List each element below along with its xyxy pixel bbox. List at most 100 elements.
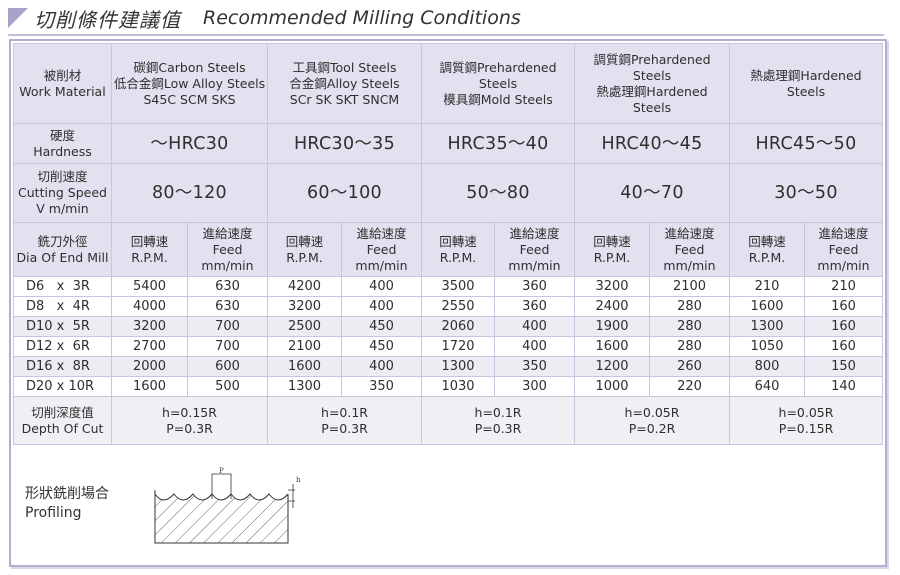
material-line: SCr SK SKT SNCM (289, 91, 400, 107)
rpm-header: 回轉速 R.P.M. (111, 222, 188, 277)
value-cell: 1600 (267, 356, 342, 377)
milling-conditions-table: 被削材 Work Material 碳鋼Carbon Steels 低合金鋼Lo… (13, 43, 883, 445)
feed-zh: 進給速度 (356, 225, 407, 241)
value-cell: 300 (494, 376, 575, 397)
material-line: Steels (478, 75, 518, 91)
speed-value: 50～80 (421, 163, 575, 223)
depth-p: P=0.3R (474, 420, 522, 436)
value-cell: 260 (649, 356, 730, 377)
depth-p: P=0.3R (166, 420, 213, 436)
material-col-5: 熱處理鋼Hardened Steels (729, 43, 883, 124)
dia-cell: D8 x 4R (13, 296, 112, 317)
feed-zh: 進給速度 (202, 225, 253, 241)
value-cell: 220 (649, 376, 730, 397)
title-en: Recommended Milling Conditions (203, 7, 521, 29)
depth-value: h=0.05R P=0.2R (574, 396, 730, 445)
material-col-2: 工具鋼Tool Steels 合金鋼Alloy Steels SCr SK SK… (267, 43, 422, 124)
profiling-label: 形狀銑削場合 Profiling (25, 485, 109, 523)
rpm-header: 回轉速 R.P.M. (574, 222, 650, 277)
value-cell: 2100 (267, 336, 342, 357)
value-cell: 360 (494, 276, 575, 297)
profiling-label-zh: 形狀銑削場合 (25, 486, 109, 502)
table-row: D8 x 4R 4000 630 3200 400 2550 360 2400 280 … (13, 296, 883, 317)
dia-cell: D12 x 6R (13, 336, 112, 357)
value-cell: 160 (804, 296, 883, 317)
value-cell: 1200 (574, 356, 650, 377)
rpm-en: R.P.M. (439, 249, 477, 265)
table-row: D6 x 3R 5400 630 4200 400 3500 360 3200 2100… (13, 276, 883, 297)
material-row: 被削材 Work Material 碳鋼Carbon Steels 低合金鋼Lo… (13, 43, 883, 124)
value-cell: 1300 (729, 316, 805, 337)
speed-label-en: Cutting Speed (18, 185, 107, 200)
value-cell: 2700 (111, 336, 188, 357)
speed-label: 切削速度 Cutting Speed V m/min (13, 163, 112, 223)
material-label-en: Work Material (19, 83, 106, 99)
feed-en: Feed (519, 241, 550, 257)
value-cell: 640 (729, 376, 805, 397)
value-cell: 3200 (111, 316, 188, 337)
depth-h: h=0.15R (162, 404, 217, 420)
value-cell: 2060 (421, 316, 495, 337)
depth-row: 切削深度值 Depth Of Cut h=0.15R P=0.3R h=0.1R P… (13, 396, 883, 445)
dia-cell: D6 x 3R (13, 276, 112, 297)
value-cell: 350 (341, 376, 422, 397)
depth-p: P=0.2R (628, 420, 676, 436)
depth-p: P=0.3R (321, 420, 368, 436)
value-cell: 280 (649, 336, 730, 357)
profiling-section: 形狀銑削場合 Profiling P h (13, 448, 882, 562)
value-cell: 450 (341, 336, 422, 357)
material-col-3: 調質鋼Prehardened Steels 模具鋼Mold Steels (421, 43, 575, 124)
feed-zh: 進給速度 (664, 225, 715, 241)
value-cell: 280 (649, 296, 730, 317)
rpm-header: 回轉速 R.P.M. (267, 222, 342, 277)
conditions-frame: 被削材 Work Material 碳鋼Carbon Steels 低合金鋼Lo… (9, 39, 887, 567)
material-line: Steels (632, 99, 672, 115)
value-cell: 3500 (421, 276, 495, 297)
dia-label: 銑刀外徑 Dia Of End Mill (13, 222, 112, 277)
value-cell: 1050 (729, 336, 805, 357)
value-cell: 1900 (574, 316, 650, 337)
hardness-label-zh: 硬度 (49, 127, 75, 143)
table-row: D16 x 8R 2000 600 1600 400 1300 350 1200 260… (13, 356, 883, 377)
rpm-header: 回轉速 R.P.M. (729, 222, 805, 277)
value-cell: 1000 (574, 376, 650, 397)
material-line: 熱處理鋼Hardened (596, 83, 708, 99)
depth-h: h=0.1R (321, 404, 368, 420)
depth-value: h=0.15R P=0.3R (111, 396, 268, 445)
value-cell: 210 (729, 276, 805, 297)
value-cell: 800 (729, 356, 805, 377)
material-line: 低合金鋼Low Alloy Steels (113, 75, 266, 91)
material-line: Steels (786, 83, 826, 99)
feed-unit: mm/min (663, 257, 716, 273)
material-line: 合金鋼Alloy Steels (289, 75, 400, 91)
material-line: 熱處理鋼Hardened (750, 67, 862, 83)
depth-value: h=0.05R P=0.15R (729, 396, 883, 445)
value-cell: 1300 (267, 376, 342, 397)
feed-unit: mm/min (355, 257, 408, 273)
profiling-diagram-icon: P h (154, 467, 301, 544)
table-row: D10 x 5R 3200 700 2500 450 2060 400 1900 280… (13, 316, 883, 337)
value-cell: 3200 (574, 276, 650, 297)
value-cell: 210 (804, 276, 883, 297)
rpm-zh: 回轉速 (130, 233, 169, 249)
hardness-value: HRC35～40 (421, 123, 575, 164)
speed-label-zh: 切削速度 (37, 169, 88, 184)
material-line: 調質鋼Prehardened (439, 59, 557, 75)
value-cell: 400 (341, 296, 422, 317)
feed-zh: 進給速度 (818, 225, 869, 241)
subheader-row: 銑刀外徑 Dia Of End Mill 回轉速 R.P.M. 進給速度 Feed m… (13, 222, 883, 277)
title-underline (8, 34, 884, 36)
material-line: 模具鋼Mold Steels (443, 91, 553, 107)
feed-unit: mm/min (201, 257, 254, 273)
rpm-en: R.P.M. (286, 249, 323, 265)
value-cell: 630 (187, 296, 268, 317)
value-cell: 1600 (729, 296, 805, 317)
feed-en: Feed (674, 241, 705, 257)
dia-cell: D20 x 10R (13, 376, 112, 397)
depth-value: h=0.1R P=0.3R (267, 396, 422, 445)
speed-row: 切削速度 Cutting Speed V m/min 80～120 60～100… (13, 163, 883, 223)
value-cell: 280 (649, 316, 730, 337)
feed-zh: 進給速度 (509, 225, 560, 241)
rpm-zh: 回轉速 (748, 233, 786, 249)
value-cell: 160 (804, 316, 883, 337)
